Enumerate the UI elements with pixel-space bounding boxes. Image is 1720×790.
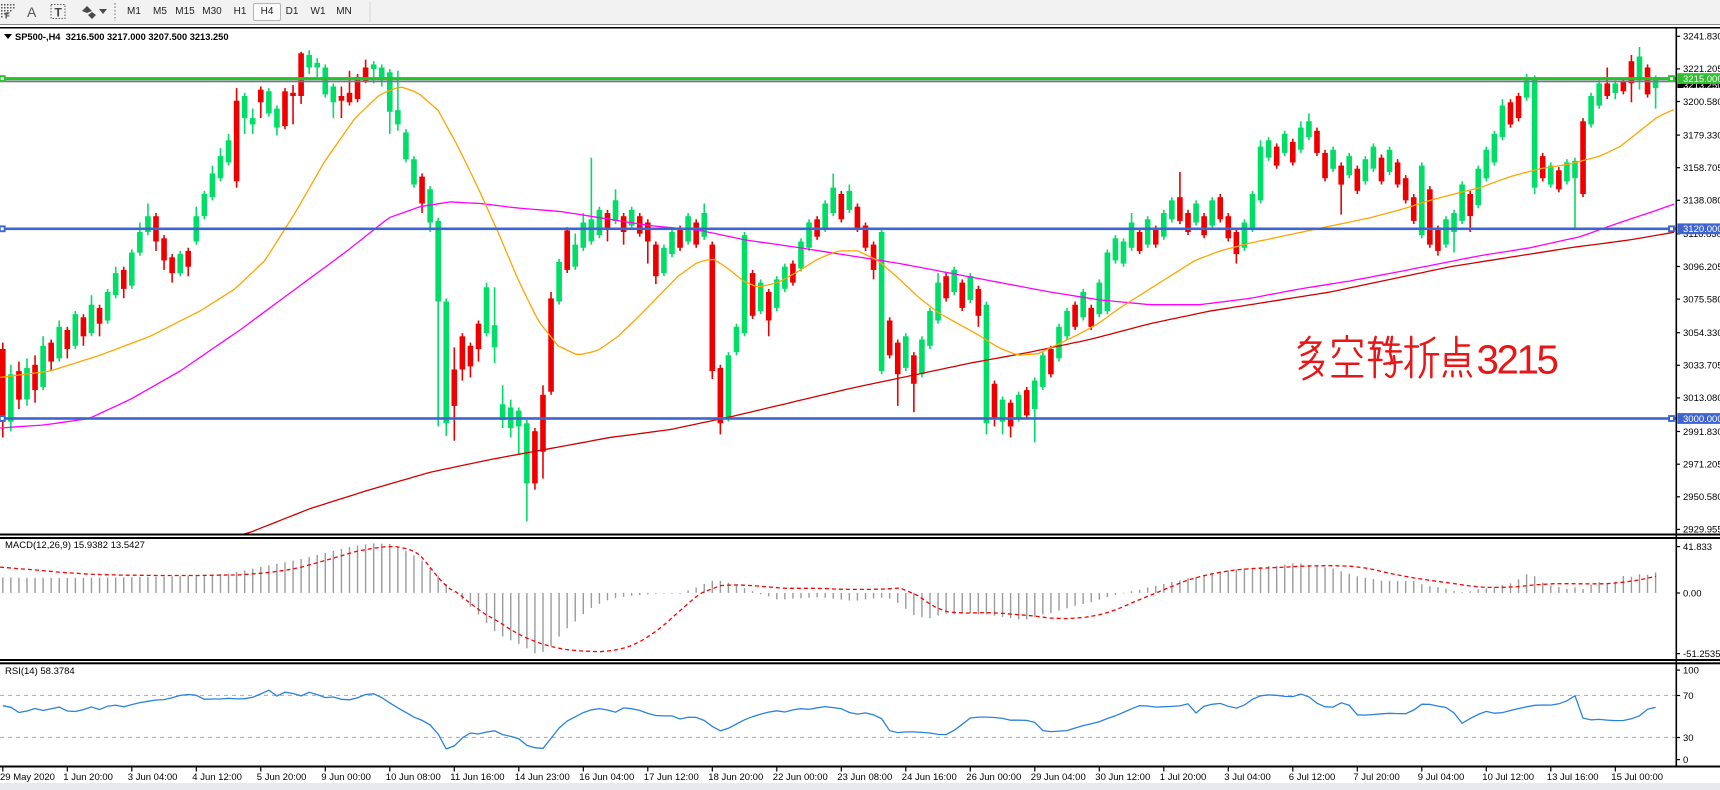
svg-text:3116.830: 3116.830 [1683,229,1720,240]
svg-text:10 Jul 12:00: 10 Jul 12:00 [1482,772,1534,783]
svg-text:1 Jul 20:00: 1 Jul 20:00 [1160,772,1206,783]
svg-text:3138.080: 3138.080 [1683,196,1720,207]
svg-text:F: F [5,12,10,21]
svg-text:A: A [27,4,37,20]
svg-text:15 Jul 00:00: 15 Jul 00:00 [1611,772,1663,783]
svg-text:23 Jun 08:00: 23 Jun 08:00 [837,772,892,783]
svg-text:4 Jun 12:00: 4 Jun 12:00 [192,772,242,783]
svg-text:3 Jul 04:00: 3 Jul 04:00 [1224,772,1270,783]
svg-text:-51.2535: -51.2535 [1683,649,1720,660]
svg-text:11 Jun 16:00: 11 Jun 16:00 [450,772,504,783]
svg-text:3013.080: 3013.080 [1683,393,1720,404]
svg-text:2971.205: 2971.205 [1683,459,1720,470]
svg-text:3213.250: 3213.250 [1683,80,1720,91]
svg-text:7 Jul 20:00: 7 Jul 20:00 [1353,772,1399,783]
svg-text:24 Jun 16:00: 24 Jun 16:00 [902,772,957,783]
svg-text:26 Jun 00:00: 26 Jun 00:00 [966,772,1021,783]
svg-text:5 Jun 20:00: 5 Jun 20:00 [257,772,307,783]
svg-text:3096.205: 3096.205 [1683,262,1720,273]
svg-text:1 Jun 20:00: 1 Jun 20:00 [63,772,113,783]
svg-text:3215: 3215 [1476,336,1557,381]
svg-text:3033.705: 3033.705 [1683,361,1720,372]
svg-text:3000.000: 3000.000 [1683,414,1720,425]
svg-text:3241.830: 3241.830 [1683,32,1720,43]
svg-text:18 Jun 20:00: 18 Jun 20:00 [708,772,763,783]
svg-text:29 Jun 04:00: 29 Jun 04:00 [1031,772,1086,783]
svg-text:3054.330: 3054.330 [1683,328,1720,339]
svg-text:22 Jun 00:00: 22 Jun 00:00 [773,772,828,783]
svg-text:100: 100 [1683,665,1699,676]
svg-text:17 Jun 12:00: 17 Jun 12:00 [644,772,699,783]
svg-text:2950.580: 2950.580 [1683,492,1720,503]
svg-text:0: 0 [1683,755,1688,766]
svg-text:70: 70 [1683,691,1694,702]
svg-text:13 Jul 16:00: 13 Jul 16:00 [1547,772,1599,783]
svg-text:9 Jun 00:00: 9 Jun 00:00 [321,772,371,783]
svg-text:16 Jun 04:00: 16 Jun 04:00 [579,772,634,783]
svg-text:T: T [55,6,63,20]
svg-text:9 Jul 04:00: 9 Jul 04:00 [1418,772,1464,783]
svg-text:3179.330: 3179.330 [1683,130,1720,141]
svg-text:14 Jun 23:00: 14 Jun 23:00 [515,772,570,783]
svg-text:2991.830: 2991.830 [1683,427,1720,438]
svg-text:3075.580: 3075.580 [1683,294,1720,305]
svg-text:2929.955: 2929.955 [1683,525,1720,536]
svg-text:3120.000: 3120.000 [1683,224,1720,235]
svg-text:10 Jun 08:00: 10 Jun 08:00 [386,772,441,783]
svg-text:30 Jun 12:00: 30 Jun 12:00 [1095,772,1150,783]
svg-text:0.00: 0.00 [1683,588,1702,599]
svg-text:6 Jul 12:00: 6 Jul 12:00 [1289,772,1335,783]
svg-text:41.833: 41.833 [1683,542,1712,553]
svg-text:3200.580: 3200.580 [1683,97,1720,108]
svg-text:3 Jun 04:00: 3 Jun 04:00 [128,772,178,783]
svg-text:29 May 2020: 29 May 2020 [0,772,55,783]
svg-text:30: 30 [1683,733,1694,744]
svg-text:3215.000: 3215.000 [1683,74,1720,85]
svg-text:3158.705: 3158.705 [1683,163,1720,174]
svg-text:3221.205: 3221.205 [1683,64,1720,75]
